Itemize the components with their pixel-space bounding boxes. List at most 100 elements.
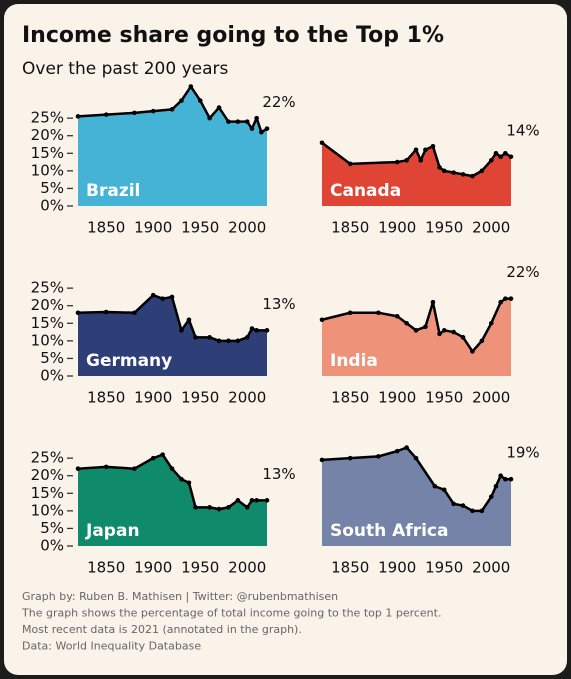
point <box>432 483 438 489</box>
point <box>244 335 250 340</box>
point <box>207 335 212 340</box>
point <box>423 324 428 330</box>
point <box>451 501 456 507</box>
point <box>460 172 466 177</box>
point <box>216 506 222 512</box>
point <box>404 445 409 450</box>
y-tick-label: 15% <box>31 484 64 502</box>
point <box>441 487 447 493</box>
y-tick-label: 20% <box>31 296 64 314</box>
footer-line: Data: World Inequality Database <box>22 640 201 653</box>
point <box>186 317 192 323</box>
y-tick-label: 15% <box>31 144 64 162</box>
point <box>394 313 400 319</box>
point <box>488 494 494 500</box>
footer-line: Graph by: Ruben B. Mathisen | Twitter: @… <box>22 590 338 603</box>
x-tick-label: 1900 <box>134 219 172 237</box>
point <box>470 508 475 514</box>
point <box>508 154 514 160</box>
point <box>254 328 259 333</box>
x-tick-label: 1950 <box>425 219 463 237</box>
y-tick-label: 5% <box>40 349 64 367</box>
end-label: 13% <box>262 295 295 313</box>
area <box>322 298 511 376</box>
point <box>498 473 503 479</box>
point <box>75 466 81 471</box>
point <box>404 320 409 326</box>
point <box>169 107 175 112</box>
point <box>470 173 475 179</box>
y-tick-label: 20% <box>31 466 64 484</box>
x-tick-label: 1950 <box>181 559 219 577</box>
point <box>160 452 165 457</box>
point <box>423 147 428 153</box>
point <box>244 119 250 124</box>
country-label: South Africa <box>330 521 449 541</box>
x-tick-label: 1850 <box>87 219 125 237</box>
point <box>207 505 212 510</box>
point <box>319 317 325 323</box>
point <box>254 115 259 121</box>
y-tick-label: 0% <box>40 197 64 215</box>
x-tick-label: 1900 <box>378 389 416 407</box>
country-label: Brazil <box>86 181 140 201</box>
point <box>244 505 250 510</box>
point <box>441 328 447 333</box>
end-label: 22% <box>506 263 539 281</box>
point <box>441 168 447 174</box>
area <box>322 447 511 546</box>
y-tick-label: 15% <box>31 314 64 332</box>
x-tick-label: 2000 <box>228 219 266 237</box>
x-tick-label: 2000 <box>228 389 266 407</box>
point <box>249 326 255 331</box>
point <box>150 292 156 298</box>
x-tick-label: 1900 <box>134 559 172 577</box>
y-tick-label: 25% <box>31 449 64 467</box>
title: Income share going to the Top 1% <box>22 23 444 48</box>
point <box>404 158 409 163</box>
point <box>259 129 264 135</box>
country-label: India <box>330 351 378 371</box>
point <box>226 505 231 510</box>
point <box>498 154 503 160</box>
point <box>264 328 270 333</box>
y-tick-label: 10% <box>31 501 64 519</box>
point <box>319 457 325 463</box>
area <box>322 142 511 206</box>
footer-line: The graph shows the percentage of total … <box>21 607 441 620</box>
subtitle: Over the past 200 years <box>22 59 229 79</box>
area <box>78 454 267 546</box>
x-tick-label: 1900 <box>378 559 416 577</box>
y-tick-label: 10% <box>31 331 64 349</box>
point <box>479 168 485 174</box>
end-label: 14% <box>506 121 539 139</box>
point <box>103 309 109 315</box>
point <box>451 170 456 175</box>
point <box>103 464 109 470</box>
point <box>216 338 222 344</box>
point <box>249 126 255 131</box>
point <box>186 480 192 486</box>
x-tick-label: 1850 <box>331 219 369 237</box>
x-tick-label: 1900 <box>134 389 172 407</box>
point <box>460 503 466 508</box>
point <box>508 296 514 301</box>
point <box>347 455 353 461</box>
point <box>460 335 466 340</box>
point <box>470 349 475 354</box>
point <box>413 455 419 461</box>
point <box>376 310 381 316</box>
point <box>503 150 508 156</box>
point <box>437 331 442 337</box>
x-tick-label: 1850 <box>331 389 369 407</box>
x-tick-label: 1950 <box>181 219 219 237</box>
x-tick-label: 2000 <box>228 559 266 577</box>
point <box>249 498 255 503</box>
x-tick-label: 1950 <box>425 559 463 577</box>
point <box>376 454 381 459</box>
x-tick-label: 2000 <box>472 559 510 577</box>
y-tick-label: 0% <box>40 367 64 385</box>
point <box>216 105 222 110</box>
point <box>235 119 241 124</box>
point <box>179 476 184 482</box>
